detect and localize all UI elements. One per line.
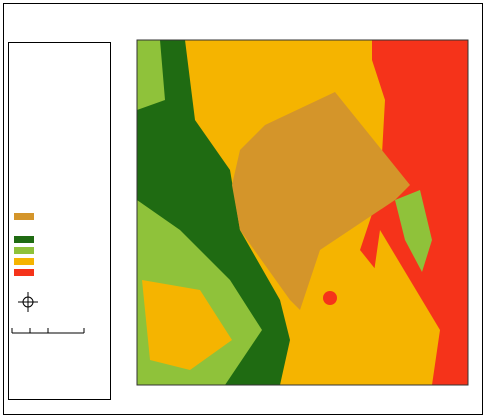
legend-swatch [14,269,34,276]
legend-swatch [14,247,34,254]
page: (() => { const data = JSON.parse(documen… [0,0,487,419]
class-red [323,291,337,305]
class-light-green [137,40,165,110]
legend-panel [9,43,111,400]
map-area [137,40,468,385]
legend-swatch [14,213,34,220]
legend-swatch [14,258,34,265]
map-layout [0,0,487,419]
legend-swatch [14,236,34,243]
